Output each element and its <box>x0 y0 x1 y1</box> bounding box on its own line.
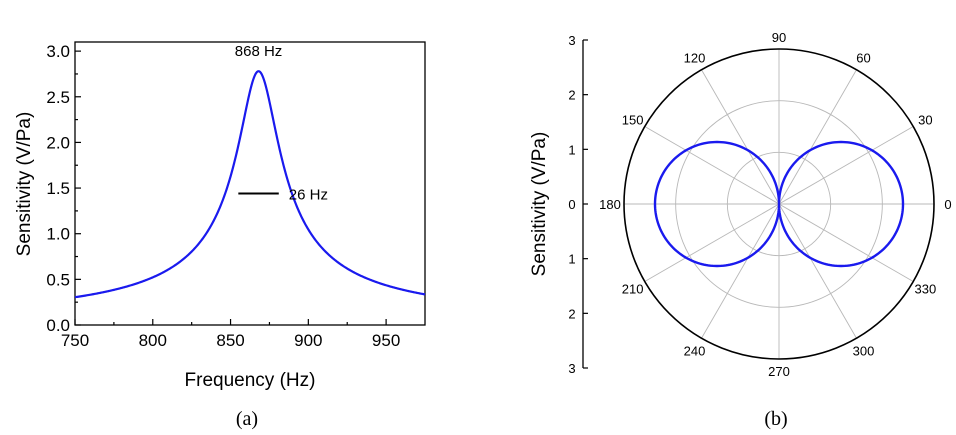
x-tick-label: 800 <box>139 331 167 350</box>
y-tick-label: 0.5 <box>46 270 70 289</box>
r-tick-label: 1 <box>568 142 575 157</box>
x-tick-label: 950 <box>372 331 400 350</box>
angle-label: 270 <box>768 364 790 379</box>
chart-a-caption: (a) <box>236 408 258 430</box>
angle-label: 150 <box>622 113 644 128</box>
chart-a-fwhm-annotation: 26 Hz <box>289 187 328 204</box>
x-tick-label: 900 <box>294 331 322 350</box>
chart-a-plot-frame <box>74 41 426 326</box>
x-tick-label: 850 <box>216 331 244 350</box>
angle-label: 30 <box>918 113 932 128</box>
chart-a-series-line <box>74 70 426 299</box>
r-tick-label: 3 <box>568 33 575 48</box>
angle-label: 120 <box>684 51 706 66</box>
chart-b-outer-circle <box>623 48 935 360</box>
y-tick-label: 0.0 <box>46 316 70 335</box>
chart-b-y-axis-label: Sensitivity (V/Pa) <box>529 132 550 277</box>
x-tick-label: 750 <box>61 331 89 350</box>
r-tick-label: 0 <box>568 197 575 212</box>
angle-label: 330 <box>915 282 937 297</box>
y-tick-label: 2.5 <box>46 88 70 107</box>
chart-b-series-line <box>653 140 905 268</box>
r-tick-label: 2 <box>568 306 575 321</box>
angle-label: 90 <box>772 30 786 45</box>
angle-label: 210 <box>622 282 644 297</box>
angle-label: 0 <box>944 197 951 212</box>
chart-a-peak-annotation: 868 Hz <box>235 43 283 60</box>
y-tick-label: 3.0 <box>46 42 70 61</box>
chart-b-caption: (b) <box>764 408 787 430</box>
y-tick-label: 2.0 <box>46 133 70 152</box>
y-tick-label: 1.5 <box>46 179 70 198</box>
chart-a-ticks: 750 800 850 900 950 0.0 0.5 1.0 1.5 2.0 2.5 3.0 <box>46 42 400 350</box>
angle-label: 300 <box>853 343 875 358</box>
chart-b-angle-labels: 0 30 60 90 120 150 180 210 240 270 300 330 <box>599 30 951 379</box>
chart-a: 750 800 850 900 950 0.0 0.5 1.0 1.5 2.0 2.5 3.0 868… <box>14 41 426 430</box>
chart-a-x-axis-label: Frequency (Hz) <box>185 370 316 391</box>
angle-label: 240 <box>684 343 706 358</box>
chart-a-y-axis-label: Sensitivity (V/Pa) <box>14 112 35 257</box>
chart-b-radial-ticks: 3 2 1 0 1 2 3 <box>568 33 588 376</box>
r-tick-label: 3 <box>568 361 575 376</box>
y-tick-label: 1.0 <box>46 225 70 244</box>
angle-label: 180 <box>599 197 621 212</box>
angle-label: 60 <box>856 51 870 66</box>
r-tick-label: 1 <box>568 252 575 267</box>
r-tick-label: 2 <box>568 88 575 103</box>
